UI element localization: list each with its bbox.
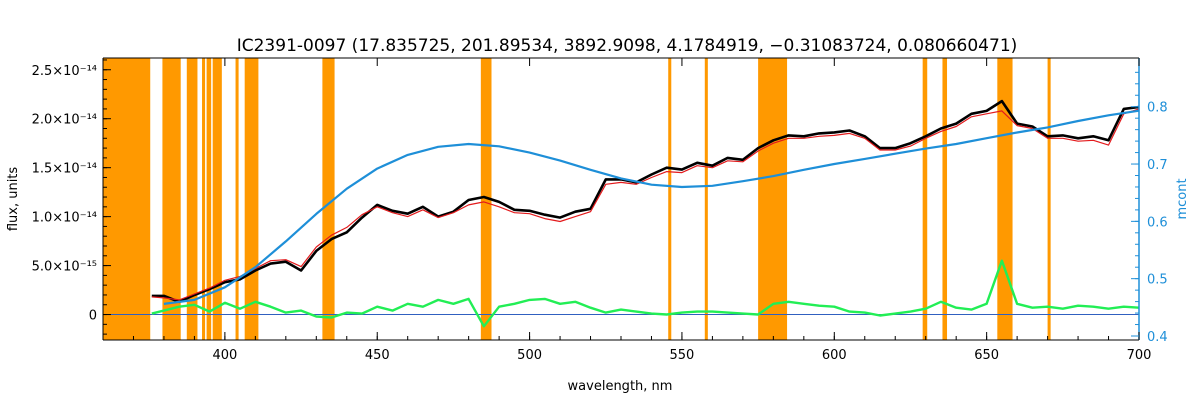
y-axis-label: flux, units <box>6 167 21 232</box>
x-axis-label: wavelength, nm <box>568 379 673 394</box>
masked-region <box>1047 58 1051 340</box>
masked-region <box>212 58 222 340</box>
y2-tick-label: 0.7 <box>1147 158 1168 173</box>
y-tick-label: 0 <box>89 309 97 324</box>
y-tick-label: 2.5×10⁻¹⁴ <box>32 64 97 79</box>
y2-tick-label: 0.8 <box>1147 101 1168 116</box>
masked-region <box>704 58 708 340</box>
y-tick-label: 1.0×10⁻¹⁴ <box>32 211 97 226</box>
y-tick-label: 5.0×10⁻¹⁵ <box>32 260 97 275</box>
masked-region <box>235 58 239 340</box>
series-residuals <box>151 259 1140 328</box>
x-tick-label: 550 <box>670 348 695 363</box>
masked-region <box>668 58 672 340</box>
masked-region <box>922 58 928 340</box>
x-tick-label: 450 <box>365 348 390 363</box>
x-tick-label: 500 <box>517 348 542 363</box>
masked-region <box>103 58 151 340</box>
masked-region <box>186 58 198 340</box>
x-tick-label: 700 <box>1127 348 1152 363</box>
masked-region <box>758 58 788 340</box>
y-tick-label: 1.5×10⁻¹⁴ <box>32 162 97 177</box>
y2-tick-label: 0.6 <box>1147 215 1168 230</box>
masked-region <box>942 58 948 340</box>
chart-title: IC2391-0097 (17.835725, 201.89534, 3892.… <box>237 36 1018 56</box>
series-model-fit <box>151 108 1140 301</box>
series-layer <box>103 99 1140 328</box>
y2-tick-label: 0.5 <box>1147 273 1168 288</box>
y2-tick-label: 0.4 <box>1147 330 1168 345</box>
masked-region <box>997 58 1013 340</box>
x-tick-label: 400 <box>212 348 237 363</box>
masked-regions <box>103 58 1051 340</box>
y2-axis-label: mcont <box>1175 178 1190 219</box>
masked-region <box>162 58 181 340</box>
masked-region <box>202 58 206 340</box>
series-continuum-mcont <box>163 109 1140 305</box>
y-tick-label: 2.0×10⁻¹⁴ <box>32 113 97 128</box>
masked-region <box>322 58 335 340</box>
masked-region <box>206 58 212 340</box>
masked-region <box>244 58 259 340</box>
x-tick-label: 650 <box>974 348 999 363</box>
axes: 400 450 500 550 600 650 700 0 5.0×10⁻¹⁵ 1.0×10⁻¹⁴… <box>32 57 1168 363</box>
series-observed-spectrum <box>151 99 1140 304</box>
x-tick-label: 600 <box>822 348 847 363</box>
